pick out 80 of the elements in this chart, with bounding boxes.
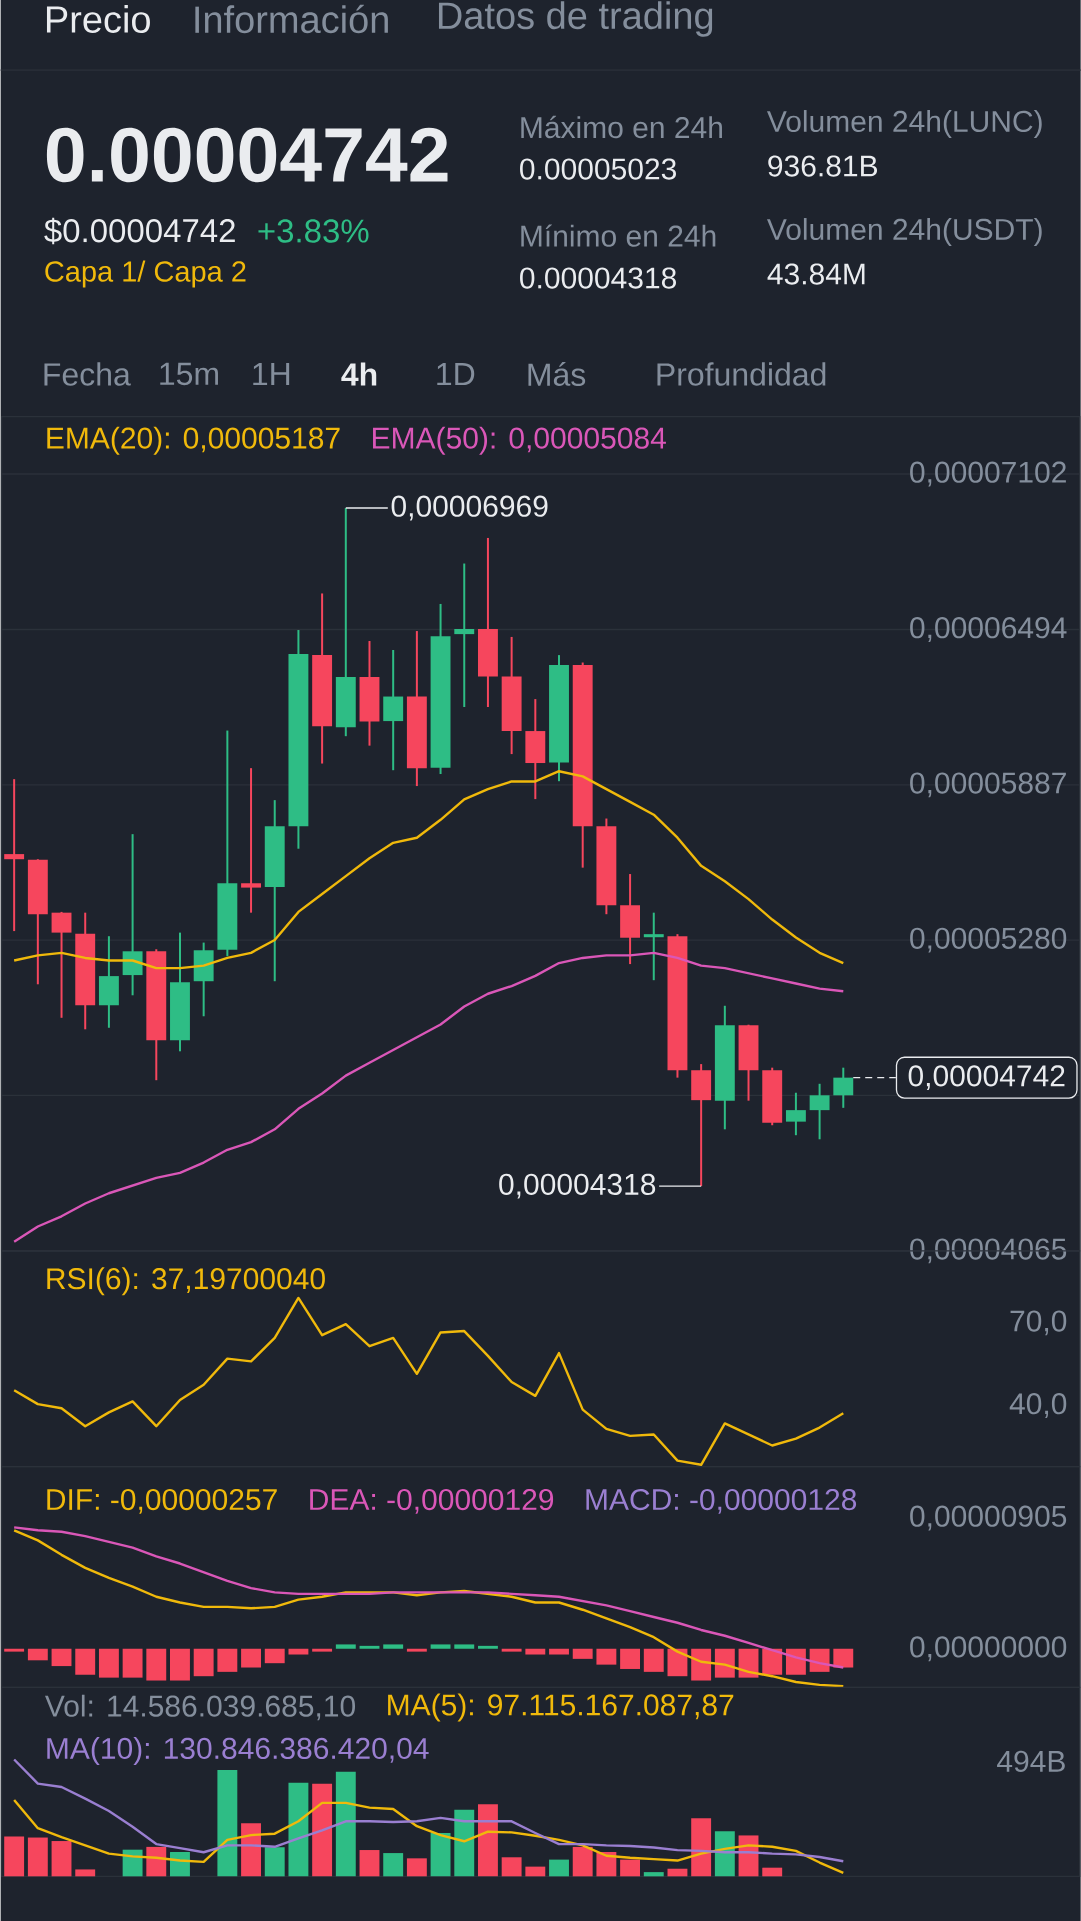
text: 1D (437, 363, 475, 386)
series-label: RSI(6): 37,19700040 (47, 1267, 325, 1296)
bar (501, 1857, 522, 1877)
bar (596, 1852, 617, 1877)
bar (691, 1818, 711, 1877)
candlestick (240, 767, 261, 914)
text: Volumen 24h(USDT) (766, 218, 1042, 246)
y-tick-label: 70,0 (1010, 1310, 1067, 1336)
candlestick (454, 562, 475, 709)
y-tick-label: 0,00007102 (909, 461, 1066, 487)
bar (288, 1782, 309, 1877)
text: 4h (341, 362, 377, 386)
y-tick-label: 0,00005887 (909, 772, 1066, 798)
bar (217, 1770, 238, 1877)
text: 15m (160, 362, 218, 386)
y-tick-label: 0,00006494 (909, 617, 1067, 642)
bar (4, 1836, 24, 1877)
candlestick (833, 1066, 854, 1109)
bar (264, 1847, 285, 1877)
bar (359, 1850, 380, 1877)
text: 494B (996, 1750, 1065, 1772)
text: +3.83% (258, 219, 369, 243)
bar (312, 1783, 332, 1877)
y-tick-label: 0,00000000 (909, 1636, 1067, 1662)
bar (762, 1867, 783, 1877)
text: Información (195, 4, 388, 34)
text: Capa 1/ Capa 2 (45, 260, 246, 288)
series-label: DIF: -0,00000257 (47, 1488, 277, 1514)
series-label: MA(10): 130.846.386.420,04 (47, 1737, 429, 1765)
text: Datos de trading (438, 1, 713, 37)
ref-line-label: 0,00004742 (908, 1065, 1065, 1091)
bar (477, 1804, 498, 1877)
bar (525, 1866, 546, 1877)
candlestick (643, 911, 664, 982)
bar (335, 1771, 356, 1877)
bar (430, 1832, 451, 1877)
candlestick (4, 778, 24, 933)
text: Precio (46, 5, 150, 33)
bar (454, 1809, 475, 1877)
bar (619, 1859, 640, 1877)
candlestick (122, 833, 143, 997)
text: Vol: 14.586.039.685,10 (44, 1694, 355, 1721)
text: Profundidad (657, 362, 826, 386)
bar (406, 1858, 427, 1877)
bar (146, 1846, 167, 1877)
bar (572, 1846, 593, 1877)
bar (383, 1853, 403, 1877)
y-tick-label: 40,0 (1009, 1393, 1067, 1418)
text: MA(5): 97.115.167.087,87 (387, 1693, 734, 1722)
text: Fecha (44, 362, 131, 386)
y-tick-label: 0,00000905 (909, 1505, 1066, 1531)
bar (75, 1869, 96, 1877)
bar (714, 1831, 735, 1877)
text: Máximo en 24h (521, 115, 722, 139)
text: 1H (253, 363, 289, 386)
bar (27, 1837, 48, 1877)
text: DEA: -0,00000129 (310, 1488, 553, 1514)
text: 43.84M (767, 263, 865, 285)
annotation: MACD: -0,00000128 (586, 1488, 856, 1514)
text: 0.00005023 (519, 158, 676, 180)
y-tick-label: 0,00004065 (909, 1238, 1066, 1264)
text: 936.81B (768, 155, 877, 177)
bar (51, 1841, 72, 1877)
text: EMA(50): 0,00005084 (372, 426, 666, 455)
bar (643, 1872, 664, 1877)
text: $0.00004742 (44, 217, 235, 245)
text: EMA(20): 0,00005187 (47, 426, 340, 455)
bar (548, 1859, 569, 1877)
candlestick (785, 1091, 806, 1137)
candlestick (51, 910, 72, 1019)
candlestick (809, 1082, 830, 1141)
text: Mínimo en 24h (521, 224, 716, 247)
annotation: 0,00006969 (391, 495, 548, 521)
annotation: 0,00004318 (499, 1173, 656, 1199)
text: Volumen 24h(LUNC) (766, 110, 1042, 138)
text: 0.00004742 (46, 127, 448, 183)
y-tick-label: 0,00005280 (909, 927, 1067, 953)
text: 0.00004318 (519, 267, 676, 289)
text: Más (528, 362, 585, 386)
bar (240, 1823, 261, 1877)
